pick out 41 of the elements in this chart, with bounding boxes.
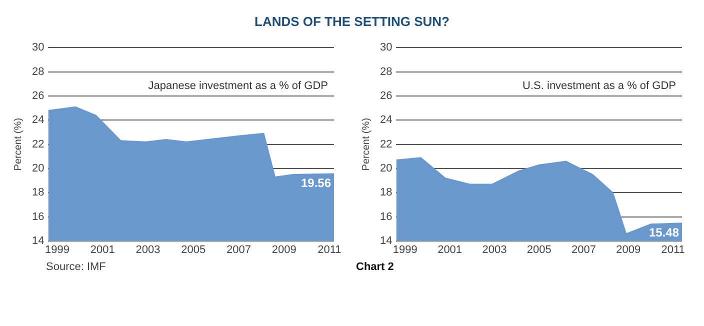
caption: Chart 2 [356, 261, 395, 273]
y-tick-label: 24 [32, 114, 44, 126]
data-label: 15.48 [648, 225, 680, 240]
y-tick-label: 22 [32, 138, 44, 150]
x-tick-label: 2003 [136, 244, 160, 257]
x-tick-label: 2005 [181, 244, 206, 257]
x-tick-label: 1999 [45, 244, 70, 257]
y-tick-label: 20 [380, 162, 392, 175]
x-tick-label: 2007 [226, 244, 251, 257]
y-tick-label: 14 [380, 235, 392, 248]
y-tick-label: 30 [380, 42, 392, 54]
x-tick-label: 2011 [661, 244, 685, 257]
y-axis-title: Percent (%) [360, 118, 372, 171]
x-tick-label: 2007 [572, 244, 596, 257]
y-tick-label: 16 [380, 210, 392, 223]
y-tick-label: 24 [380, 114, 392, 126]
x-tick-label: 2011 [318, 244, 342, 257]
y-tick-label: 14 [32, 235, 44, 248]
data-label: 19.56 [300, 176, 332, 190]
y-tick-label: 20 [32, 162, 44, 175]
x-tick-label: 2005 [526, 244, 552, 257]
x-tick-label: 2009 [616, 244, 641, 257]
y-tick-label: 26 [380, 90, 392, 102]
text: Japanese investment as a % of GDP [148, 80, 328, 92]
y-axis-title: Percent (%) [12, 118, 24, 171]
y-tick-label: 28 [380, 66, 392, 78]
x-tick-label: 2001 [438, 244, 462, 257]
y-tick-label: 30 [32, 42, 44, 54]
x-tick-label: 1999 [392, 244, 418, 257]
y-tick-label: 16 [32, 210, 44, 223]
x-tick-label: 2003 [482, 244, 507, 257]
y-tick-label: 22 [380, 138, 392, 150]
x-tick-label: 2001 [90, 244, 115, 257]
x-tick-label: 2009 [272, 244, 296, 257]
source-note: Source: IMF [45, 261, 107, 273]
chart-title: LANDS OF THE SETTING SUN? [254, 14, 450, 29]
y-tick-label: 28 [32, 66, 44, 78]
y-tick-label: 18 [380, 186, 392, 199]
y-tick-label: 18 [32, 186, 44, 199]
text: U.S. investment as a % of GDP [522, 80, 676, 92]
y-tick-label: 26 [32, 90, 44, 102]
